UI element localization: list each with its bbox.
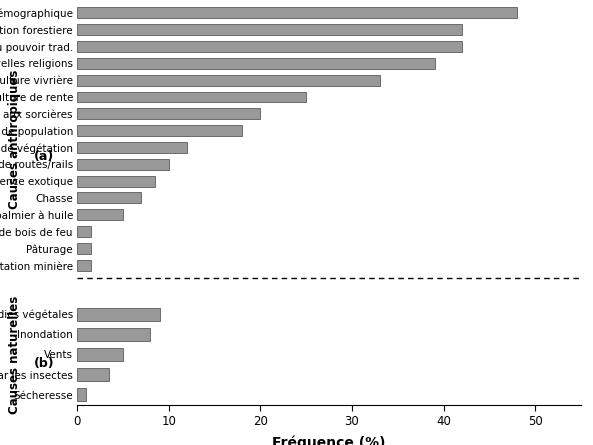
- Text: (a): (a): [34, 150, 55, 163]
- Bar: [77, 243, 91, 254]
- Bar: [77, 109, 260, 119]
- Bar: [77, 307, 160, 321]
- Bar: [77, 75, 380, 85]
- Bar: [77, 260, 91, 271]
- Text: Causes naturelles: Causes naturelles: [8, 295, 21, 413]
- Text: (b): (b): [34, 357, 55, 370]
- Bar: [77, 142, 187, 153]
- Bar: [77, 8, 517, 18]
- Bar: [77, 41, 462, 52]
- Bar: [77, 348, 123, 361]
- Bar: [77, 226, 91, 237]
- Bar: [77, 328, 151, 341]
- Bar: [77, 125, 242, 136]
- Bar: [77, 368, 109, 381]
- Bar: [77, 58, 435, 69]
- Bar: [77, 159, 169, 170]
- Bar: [77, 209, 123, 220]
- X-axis label: Fréquence (%): Fréquence (%): [272, 435, 386, 445]
- Bar: [77, 193, 141, 203]
- Bar: [77, 92, 306, 102]
- Text: Causes anthropiques: Causes anthropiques: [8, 69, 21, 209]
- Bar: [77, 388, 86, 401]
- Bar: [77, 176, 155, 186]
- Bar: [77, 24, 462, 35]
